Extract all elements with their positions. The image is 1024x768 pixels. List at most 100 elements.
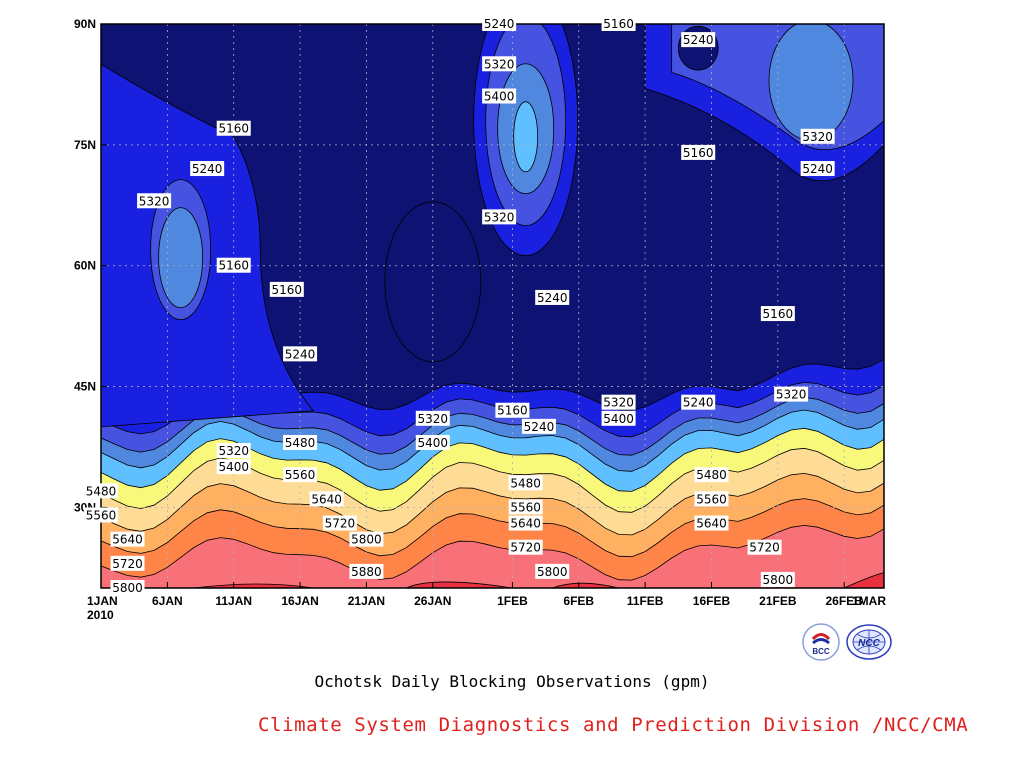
contour-label: 5640 [694, 515, 729, 531]
bcc-logo: BCC [802, 623, 840, 661]
contour-label-text: 5320 [484, 57, 515, 71]
contour-label: 5640 [110, 531, 145, 547]
contour-label-bg [535, 289, 570, 305]
contour-label-text: 5320 [802, 130, 833, 144]
contour-label: 5400 [216, 459, 251, 475]
contour-label-text: 5160 [497, 404, 528, 418]
contour-label-bg [137, 193, 172, 209]
svg-text:NCC: NCC [858, 638, 880, 649]
contour-label-text: 5560 [86, 508, 117, 522]
x-tick-label: 11FEB [627, 594, 664, 608]
contour-label-text: 5560 [510, 500, 541, 514]
contour-label-text: 5400 [418, 436, 449, 450]
contour-label-bg [110, 555, 145, 571]
contour-label: 5800 [349, 531, 384, 547]
contour-label-text: 5640 [510, 517, 541, 531]
contour-label-bg [800, 128, 835, 144]
contour-label: 5240 [681, 394, 716, 410]
contour-label: 5240 [482, 16, 517, 31]
contour-label-text: 5720 [510, 541, 541, 555]
contour-label-text: 5240 [537, 291, 568, 305]
contour-label-text: 5480 [510, 476, 541, 490]
contour-label-bg [110, 531, 145, 547]
contour-label: 5320 [482, 209, 517, 225]
grid [101, 24, 884, 588]
contour-label-bg [216, 459, 251, 475]
contour-label-bg [508, 475, 543, 491]
contour-label-text: 5160 [603, 17, 634, 31]
contour-label-text: 5320 [418, 412, 449, 426]
contour-label-bg [521, 418, 556, 434]
contour-label: 5240 [190, 161, 225, 177]
contour-label: 5800 [535, 563, 570, 579]
contour-label-text: 5800 [351, 533, 382, 547]
contour-label: 5400 [601, 410, 636, 426]
contour-label: 5560 [694, 491, 729, 507]
contour-label: 5720 [322, 515, 357, 531]
contour-label-text: 5320 [776, 388, 807, 402]
x-tick-label: 16FEB [693, 594, 731, 608]
contour-label: 5240 [283, 346, 318, 362]
contour-label: 5800 [760, 571, 795, 587]
contour-label: 5720 [747, 539, 782, 555]
contour-label: 5480 [694, 467, 729, 483]
contour-label-bg [283, 346, 318, 362]
contour-label: 5480 [283, 434, 318, 450]
contour-label-text: 5400 [218, 460, 249, 474]
contour-label: 5320 [482, 56, 517, 72]
contour-label: 5320 [415, 410, 450, 426]
contour-label: 5480 [84, 483, 118, 499]
contour-label: 5560 [508, 499, 543, 515]
contour-label-bg [322, 515, 357, 531]
contour-label-bg [482, 88, 517, 104]
contour-label: 5400 [482, 88, 517, 104]
ncc-logo: NCC [846, 624, 892, 660]
x-tick-label: 1MAR [852, 594, 886, 608]
contour-label-text: 5720 [749, 541, 780, 555]
contour-fill-layer [101, 24, 884, 588]
contour-label-text: 5480 [696, 468, 727, 482]
contour-label: 5160 [601, 16, 636, 31]
contour-label: 5240 [521, 418, 556, 434]
contour-label-bg [800, 161, 835, 177]
x-tick-label: 16JAN [281, 594, 318, 608]
contour-label-bg [601, 394, 636, 410]
contour-label: 5160 [681, 144, 716, 160]
contour-label-bg [216, 443, 251, 459]
contour-label: 5720 [110, 555, 145, 571]
x-tick-label: 26FEB [826, 594, 864, 608]
y-tick-label: 60N [74, 259, 96, 273]
contour-label-bg [349, 531, 384, 547]
band-fill [513, 101, 539, 173]
contour-label-text: 5560 [285, 468, 316, 482]
contour-label-text: 5800 [537, 565, 568, 579]
contour-label: 5400 [415, 434, 450, 450]
contour-label-text: 5640 [311, 492, 342, 506]
contour-label-text: 5240 [802, 162, 833, 176]
band-fill [158, 207, 204, 309]
contour-label-bg [495, 402, 530, 418]
chart-subtitle: Ochotsk Daily Blocking Observations (gpm… [314, 672, 710, 691]
contour-label-bg [349, 563, 384, 579]
contour-label-bg [694, 515, 729, 531]
contour-label-text: 5320 [603, 396, 634, 410]
contour-label-text: 5160 [763, 307, 794, 321]
contour-label-text: 5160 [218, 259, 249, 273]
contour-label-bg [681, 394, 716, 410]
contour-label-bg [309, 491, 344, 507]
contour-label-bg [84, 507, 118, 523]
contour-label-text: 5240 [683, 33, 714, 47]
contour-label-bg [747, 539, 782, 555]
contour-label-text: 5480 [285, 436, 316, 450]
contour-label-bg [508, 515, 543, 531]
contour-label-text: 5480 [86, 484, 117, 498]
contour-label: 5640 [309, 491, 344, 507]
contour-label-bg [283, 434, 318, 450]
band-fill [101, 524, 884, 588]
x-tick-label: 1JAN [87, 594, 118, 608]
contour-label-text: 5800 [763, 573, 794, 587]
contour-label-bg [190, 161, 225, 177]
y-tick-label: 45N [74, 380, 96, 394]
contour-label-bg [601, 16, 636, 31]
contour-label: 5720 [508, 539, 543, 555]
